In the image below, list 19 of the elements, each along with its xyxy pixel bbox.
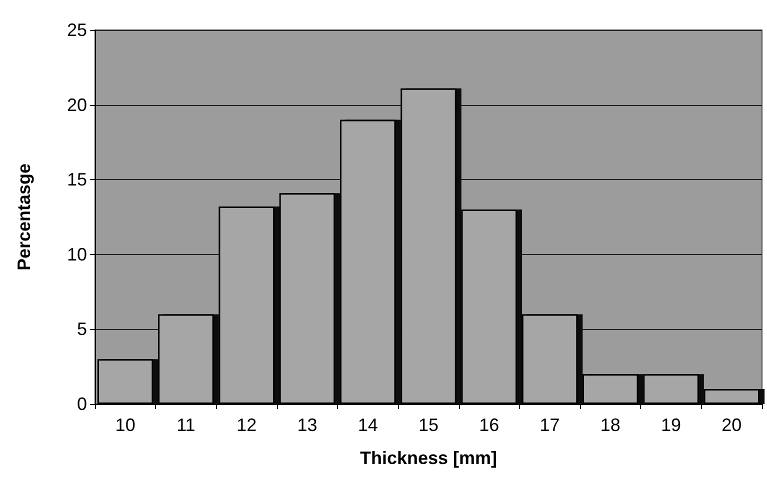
x-tick-label: 18: [600, 415, 620, 435]
x-tick-label: 15: [418, 415, 439, 435]
x-tick-label: 11: [176, 415, 196, 435]
y-tick-label: 10: [66, 244, 87, 264]
x-tick-label: 13: [297, 415, 318, 435]
x-tick-label: 12: [236, 415, 257, 435]
x-tick-label: 17: [540, 415, 560, 435]
x-tick-label: 16: [479, 415, 500, 435]
x-tick-label: 20: [722, 415, 742, 435]
y-tick-label: 5: [76, 319, 87, 340]
y-tick-label: 0: [76, 394, 87, 414]
y-tick-label: 15: [66, 170, 87, 190]
x-tick-label: 10: [115, 415, 136, 435]
x-axis-title: Thickness [mm]: [360, 448, 498, 468]
y-axis-title: Percentasge: [14, 163, 34, 271]
y-tick-label: 20: [66, 94, 87, 115]
x-tick-label: 14: [358, 415, 378, 435]
y-tick-label: 25: [66, 20, 87, 40]
x-tick-label: 19: [661, 415, 682, 435]
